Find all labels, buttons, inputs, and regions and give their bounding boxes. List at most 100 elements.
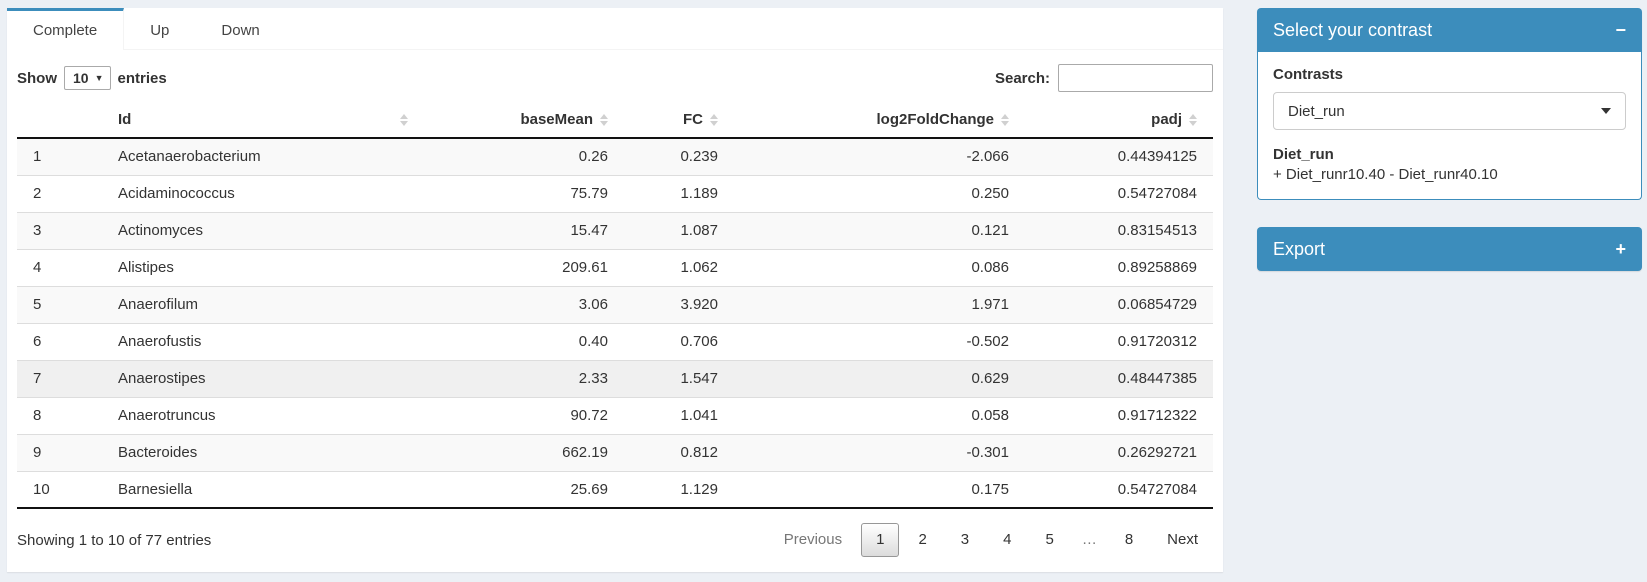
pagination-previous[interactable]: Previous (783, 531, 843, 548)
contrasts-label: Contrasts (1273, 66, 1344, 83)
cell-basemean: 90.72 (570, 407, 608, 424)
table-row[interactable]: 10 Barnesiella 25.69 1.129 0.175 0.54727… (17, 471, 1213, 508)
table-row[interactable]: 7 Anaerostipes 2.33 1.547 0.629 0.484473… (17, 360, 1213, 397)
cell-id: Bacteroides (118, 444, 198, 461)
cell-basemean: 25.69 (570, 480, 608, 498)
cell-id: Acidaminococcus (118, 185, 235, 202)
tab-down[interactable]: Down (195, 8, 285, 49)
cell-id: Barnesiella (118, 480, 193, 498)
contrast-select-value: Diet_run (1288, 102, 1345, 120)
contrast-select[interactable]: Diet_run (1273, 92, 1626, 130)
cell-basemean: 0.26 (578, 148, 608, 166)
page-length-value: 10 (73, 70, 89, 86)
cell-id: Alistipes (118, 259, 174, 276)
collapse-minus-icon[interactable]: − (1615, 20, 1626, 40)
cell-basemean: 2.33 (578, 370, 608, 387)
cell-fc: 3.920 (680, 296, 718, 313)
header-padj-label: padj (1151, 111, 1182, 128)
entries-label: entries (117, 69, 167, 87)
cell-rownum: 4 (33, 259, 42, 276)
pagination-next[interactable]: Next (1167, 531, 1198, 548)
cell-rownum: 9 (33, 444, 42, 461)
results-panel: Complete Up Down Show 10 ▼ entries Searc… (7, 8, 1223, 572)
cell-log2foldchange: 0.175 (971, 480, 1009, 498)
header-basemean[interactable]: baseMean (424, 102, 624, 139)
cell-id: Anaerofilum (118, 296, 199, 313)
table-row[interactable]: 5 Anaerofilum 3.06 3.920 1.971 0.0685472… (17, 286, 1213, 323)
tab-up[interactable]: Up (124, 8, 195, 49)
cell-fc: 1.189 (680, 185, 718, 202)
cell-fc: 1.547 (680, 370, 718, 387)
tab-complete[interactable]: Complete (7, 8, 125, 50)
cell-padj: 0.54727084 (1117, 185, 1197, 202)
pagination-page-1[interactable]: 1 (861, 523, 900, 557)
cell-id: Anaerofustis (118, 333, 202, 350)
cell-log2foldchange: 0.250 (971, 185, 1009, 202)
caret-down-icon (1601, 108, 1611, 114)
cell-fc: 0.706 (680, 333, 718, 350)
pagination-page-3[interactable]: 3 (960, 531, 970, 548)
table-row[interactable]: 6 Anaerofustis 0.40 0.706 -0.502 0.91720… (17, 323, 1213, 360)
cell-id: Actinomyces (118, 222, 204, 239)
pagination: Previous 1 2 3 4 5 … 8 Next (765, 523, 1213, 557)
cell-basemean: 3.06 (578, 296, 608, 313)
cell-basemean: 209.61 (562, 259, 608, 276)
cell-padj: 0.44394125 (1117, 148, 1197, 166)
sort-icon (400, 113, 408, 126)
cell-log2foldchange: 0.121 (971, 222, 1009, 239)
tab-complete-label: Complete (33, 22, 98, 39)
sidebar: Select your contrast − Contrasts Diet_ru… (1257, 8, 1642, 271)
contrast-box-header: Select your contrast − (1257, 8, 1642, 52)
tab-up-label: Up (150, 21, 170, 39)
table-row[interactable]: 9 Bacteroides 662.19 0.812 -0.301 0.2629… (17, 434, 1213, 471)
cell-rownum: 7 (33, 370, 42, 387)
cell-fc: 1.041 (680, 407, 718, 424)
pagination-page-4[interactable]: 4 (1003, 531, 1012, 548)
cell-id: Anaerotruncus (118, 407, 216, 424)
cell-log2foldchange: 0.058 (971, 407, 1009, 424)
collapse-plus-icon[interactable]: + (1615, 239, 1626, 259)
cell-id: Anaerostipes (118, 370, 206, 387)
cell-fc: 0.812 (680, 444, 718, 461)
pagination-page-5[interactable]: 5 (1045, 531, 1054, 548)
header-fc-label: FC (683, 111, 703, 128)
contrast-name: Diet_run (1273, 146, 1334, 163)
pagination-page-8[interactable]: 8 (1124, 531, 1134, 548)
page-length-control: Show 10 ▼ entries (17, 66, 167, 90)
cell-fc: 1.087 (680, 222, 718, 239)
cell-fc: 1.062 (680, 259, 718, 276)
table-row[interactable]: 8 Anaerotruncus 90.72 1.041 0.058 0.9171… (17, 397, 1213, 434)
header-rownum (17, 102, 102, 139)
header-id[interactable]: Id (102, 102, 424, 139)
contrast-box-title: Select your contrast (1273, 19, 1433, 40)
table-info: Showing 1 to 10 of 77 entries (17, 531, 212, 549)
pagination-page-2[interactable]: 2 (918, 531, 927, 548)
export-box-title: Export (1273, 238, 1326, 259)
sort-icon (1001, 113, 1009, 126)
table-row[interactable]: 3 Actinomyces 15.47 1.087 0.121 0.831545… (17, 212, 1213, 249)
header-fc[interactable]: FC (624, 102, 734, 139)
table-row[interactable]: 4 Alistipes 209.61 1.062 0.086 0.8925886… (17, 249, 1213, 286)
header-log2foldchange[interactable]: log2FoldChange (734, 102, 1025, 139)
cell-rownum: 5 (33, 296, 42, 313)
table-row[interactable]: 2 Acidaminococcus 75.79 1.189 0.250 0.54… (17, 175, 1213, 212)
cell-padj: 0.83154513 (1117, 222, 1197, 239)
cell-padj: 0.89258869 (1117, 259, 1197, 276)
cell-basemean: 0.40 (578, 333, 608, 350)
header-log2foldchange-label: log2FoldChange (876, 111, 995, 128)
cell-rownum: 1 (33, 148, 42, 166)
cell-log2foldchange: 0.629 (971, 370, 1009, 387)
header-basemean-label: baseMean (520, 111, 593, 128)
search-input[interactable] (1058, 64, 1213, 92)
pagination-ellipsis: … (1081, 531, 1097, 548)
cell-rownum: 8 (33, 407, 42, 424)
sort-icon (710, 113, 718, 126)
page-length-select[interactable]: 10 ▼ (64, 66, 111, 90)
dropdown-arrow-icon: ▼ (94, 73, 104, 83)
table-footer: Showing 1 to 10 of 77 entries Previous 1… (7, 509, 1223, 557)
header-padj[interactable]: padj (1025, 102, 1213, 139)
table-row[interactable]: 1 Acetanaerobacterium 0.26 0.239 -2.066 … (17, 138, 1213, 175)
cell-fc: 0.239 (680, 148, 718, 166)
cell-log2foldchange: 1.971 (971, 296, 1009, 313)
cell-padj: 0.91712322 (1117, 407, 1197, 424)
